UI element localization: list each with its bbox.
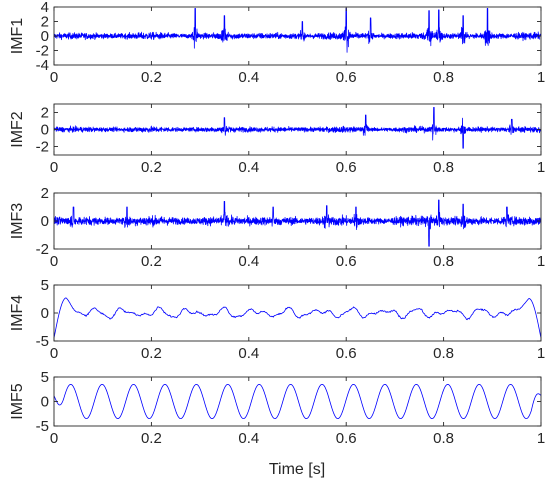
x-tick-label: 0.8 <box>433 253 454 270</box>
x-tick-label: 0.2 <box>141 345 162 362</box>
y-axis-label: IMF2 <box>9 111 26 148</box>
x-tick-label: 0.4 <box>238 69 259 86</box>
x-tick-label: 0.6 <box>336 430 357 447</box>
x-axis-label: Time [s] <box>269 461 325 478</box>
imf-1-trace <box>54 8 541 53</box>
x-tick-label: 1 <box>537 69 545 86</box>
y-tick-label: -5 <box>36 418 49 435</box>
x-tick-label: 0 <box>50 253 58 270</box>
x-tick-label: 1 <box>537 159 545 176</box>
y-tick-label: 2 <box>41 185 49 202</box>
axes-frame <box>53 284 542 342</box>
x-tick-label: 0.4 <box>238 253 259 270</box>
y-tick-label: -5 <box>36 333 49 350</box>
y-tick-label: 2 <box>41 14 49 31</box>
x-tick-label: 0.8 <box>433 69 454 86</box>
y-tick-label: 4 <box>41 0 49 16</box>
y-axis-label: IMF3 <box>9 203 26 240</box>
x-tick-label: 0.2 <box>141 430 162 447</box>
y-tick-label: 0 <box>41 394 49 411</box>
x-tick-label: 0 <box>50 159 58 176</box>
y-tick-label: 0 <box>41 305 49 322</box>
imf-5-trace <box>54 383 541 420</box>
y-tick-label: 0 <box>41 28 49 45</box>
y-tick-label: 5 <box>41 277 49 294</box>
y-tick-label: -4 <box>36 57 49 74</box>
imf-4-trace <box>54 297 541 339</box>
x-tick-label: 0.6 <box>336 345 357 362</box>
x-tick-label: 0.8 <box>433 345 454 362</box>
x-tick-label: 0.2 <box>141 253 162 270</box>
x-tick-label: 0.8 <box>433 430 454 447</box>
x-tick-label: 1 <box>537 253 545 270</box>
y-axis-label: IMF1 <box>9 18 26 55</box>
x-tick-label: 0.2 <box>141 159 162 176</box>
x-tick-label: 0 <box>50 345 58 362</box>
x-tick-label: 0.6 <box>336 253 357 270</box>
x-tick-label: 1 <box>537 430 545 447</box>
x-tick-label: 0.6 <box>336 69 357 86</box>
y-tick-label: 2 <box>41 105 49 122</box>
y-tick-label: 0 <box>41 213 49 230</box>
y-axis-label: IMF5 <box>9 383 26 420</box>
y-tick-label: -2 <box>36 43 49 60</box>
imf-3-trace <box>54 199 541 247</box>
x-tick-label: 0.8 <box>433 159 454 176</box>
y-tick-label: 0 <box>41 122 49 139</box>
imf-2-trace <box>54 107 541 149</box>
y-tick-label: 5 <box>41 369 49 386</box>
x-tick-label: 0.2 <box>141 69 162 86</box>
axes-frame <box>53 376 542 427</box>
x-tick-label: 0.4 <box>238 430 259 447</box>
y-axis-label: IMF4 <box>9 295 26 332</box>
x-tick-label: 1 <box>537 345 545 362</box>
x-tick-label: 0 <box>50 430 58 447</box>
x-tick-label: 0 <box>50 69 58 86</box>
x-tick-label: 0.4 <box>238 159 259 176</box>
x-tick-label: 0.4 <box>238 345 259 362</box>
y-tick-label: -2 <box>36 241 49 258</box>
y-tick-label: -2 <box>36 139 49 156</box>
x-tick-label: 0.6 <box>336 159 357 176</box>
